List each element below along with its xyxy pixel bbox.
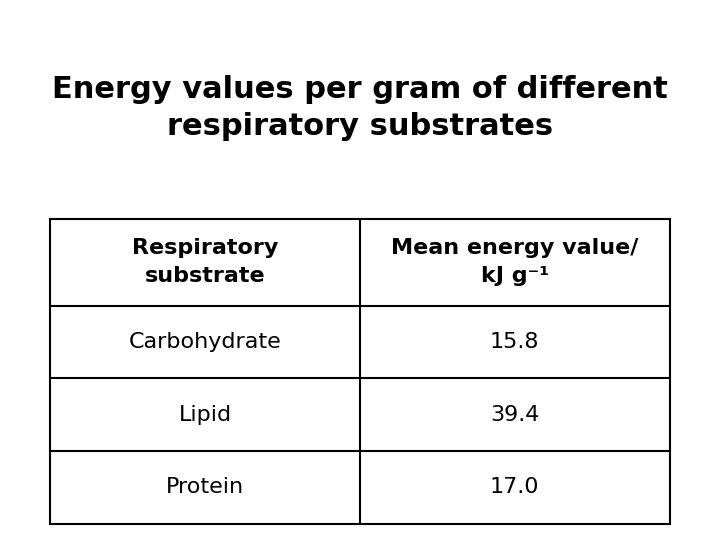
Text: Respiratory
substrate: Respiratory substrate <box>132 238 279 286</box>
Text: 39.4: 39.4 <box>490 404 539 425</box>
Text: Energy values per gram of different
respiratory substrates: Energy values per gram of different resp… <box>52 75 668 141</box>
Text: Carbohydrate: Carbohydrate <box>129 332 282 352</box>
Bar <box>50 219 670 524</box>
Text: Lipid: Lipid <box>179 404 232 425</box>
Text: 15.8: 15.8 <box>490 332 539 352</box>
Text: Protein: Protein <box>166 477 244 497</box>
Text: 17.0: 17.0 <box>490 477 539 497</box>
Text: Mean energy value/
kJ g⁻¹: Mean energy value/ kJ g⁻¹ <box>391 238 639 286</box>
